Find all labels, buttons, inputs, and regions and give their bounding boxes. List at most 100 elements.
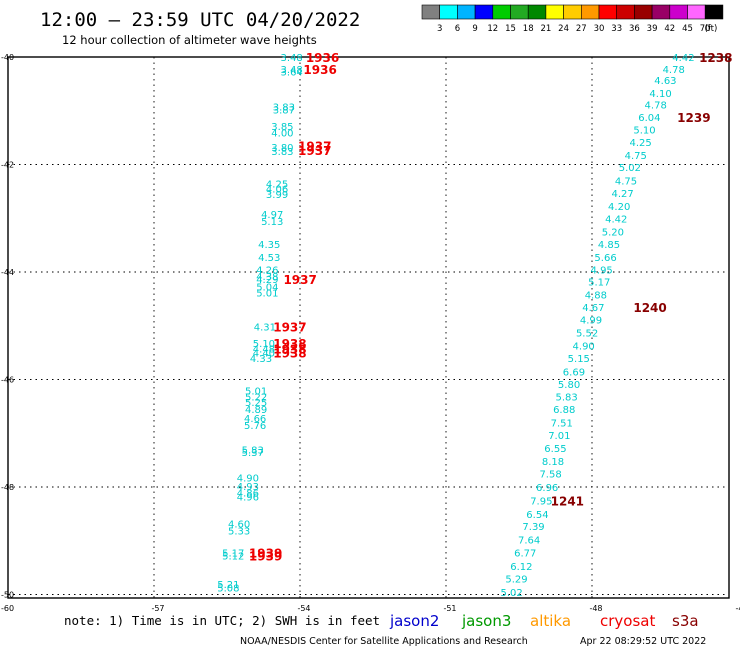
pass-time-label: 1937	[298, 140, 331, 154]
colorbar-swatch	[527, 4, 547, 20]
colorbar-swatch	[439, 4, 458, 20]
plot-grid	[8, 57, 729, 598]
swh-value: 4.78	[663, 65, 685, 76]
swh-value: 4.88	[585, 291, 607, 302]
swh-value: 4.20	[608, 202, 630, 213]
swh-value: 4.33	[250, 354, 272, 365]
swh-value: 4.86	[237, 488, 259, 499]
swh-value: 3.87	[273, 106, 295, 117]
swh-value: 6.55	[544, 444, 566, 455]
colorbar-swatch	[651, 4, 671, 20]
pass-time-label: 1937	[283, 273, 316, 287]
swh-value: 6.04	[638, 113, 660, 124]
colorbar-swatch	[510, 4, 529, 20]
swh-value: 5.76	[244, 421, 266, 432]
swh-value: 5.02	[619, 163, 641, 174]
pass-time-label: 1939	[249, 549, 282, 563]
colorbar-swatch	[687, 4, 706, 20]
colorbar-label: 24	[558, 24, 569, 34]
swh-value: 5.21	[217, 580, 239, 591]
swh-value: 4.48	[253, 344, 275, 355]
swh-value: 4.66	[244, 414, 266, 425]
colorbar-swatch	[421, 4, 441, 20]
swh-value: 7.64	[518, 536, 540, 547]
swh-value: 4.06	[266, 185, 288, 196]
swh-value: 7.51	[551, 419, 573, 430]
swh-value: 5.37	[242, 448, 264, 459]
swh-value: 3.64	[281, 68, 303, 79]
swh-value: 5.08	[217, 584, 239, 595]
chart-title: 12:00 — 23:59 UTC 04/20/2022	[40, 9, 360, 31]
colorbar-label: 70	[700, 24, 711, 34]
swh-value: 4.27	[611, 189, 633, 200]
swh-value: 5.04	[256, 283, 278, 294]
footer-credit: NOAA/NESDIS Center for Satellite Applica…	[240, 636, 528, 647]
swh-value: 5.17	[222, 549, 244, 560]
swh-value: 5.01	[245, 386, 267, 397]
swh-value: 4.90	[573, 342, 595, 353]
colorbar-swatch	[634, 4, 653, 20]
y-tick-label: -46	[1, 376, 14, 385]
swh-value: 5.29	[505, 574, 527, 585]
pass-time-label: 1937	[273, 320, 306, 334]
swh-value: 6.69	[563, 367, 585, 378]
colorbar-swatch	[457, 4, 476, 20]
pass-time-label: 1939	[249, 547, 282, 561]
swh-value: 6.88	[553, 405, 575, 416]
color-scale-bar: 3 6 9 12 15 18 21 24 27 30 33 36 39 42 45 70(ft)	[421, 4, 724, 34]
pass-time-label: 1938	[273, 342, 306, 356]
y-tick-label: -42	[1, 161, 14, 170]
legend-cryosat: cryosat	[600, 612, 655, 630]
swh-value: 4.25	[629, 138, 651, 149]
footer-note: note: 1) Time is in UTC; 2) SWH is in fe…	[64, 613, 380, 628]
swh-value: 3.83	[273, 102, 295, 113]
swh-value: 6.54	[526, 510, 548, 521]
y-tick-label: -40	[1, 53, 14, 62]
altimeter-tracks: 3.483.483.643.833.873.854.003.803.834.25…	[217, 51, 732, 599]
swh-value: 4.00	[271, 128, 293, 139]
pass-time-label: 1936	[306, 51, 339, 65]
swh-value: 4.42	[605, 214, 627, 225]
plot-frame	[7, 56, 730, 599]
colorbar-label: 18	[523, 24, 534, 34]
colorbar-label: 9	[472, 24, 477, 34]
swh-value: 3.85	[271, 122, 293, 133]
colorbar-label: 6	[455, 24, 460, 34]
swh-value: 5.20	[602, 228, 624, 239]
colorbar-swatch	[669, 4, 688, 20]
swh-value: 4.90	[237, 473, 259, 484]
swh-value: 5.80	[558, 380, 580, 391]
x-tick-label: -48	[589, 604, 602, 613]
colorbar-label: 30	[594, 24, 605, 34]
swh-value: 4.31	[254, 322, 276, 333]
colorbar-label: 36	[629, 24, 640, 34]
legend-jason3: jason3	[461, 612, 511, 630]
swh-value: 4.95	[591, 265, 613, 276]
swh-value: 8.18	[542, 457, 564, 468]
colorbar-label: 42	[664, 24, 675, 34]
pass-time-label: 1240	[633, 301, 666, 315]
swh-value: 5.13	[261, 217, 283, 228]
swh-value: 3.99	[266, 190, 288, 201]
corner-tick-label: -60	[1, 604, 14, 613]
colorbar-swatch	[580, 4, 600, 20]
swh-value: 4.42	[672, 53, 694, 64]
colorbar-unit: (ft)	[704, 24, 717, 34]
swh-value: 7.95	[530, 496, 552, 507]
swh-value: 4.25	[266, 179, 288, 190]
swh-value: 4.96	[237, 493, 259, 504]
colorbar-label: 33	[611, 24, 622, 34]
pass-time-label: 1239	[677, 111, 710, 125]
pass-time-label: 1938	[273, 337, 306, 351]
colorbar-swatch	[563, 4, 582, 20]
swh-value: 6.12	[510, 562, 532, 573]
swh-value: 5.83	[242, 445, 264, 456]
colorbar-label: 39	[647, 24, 658, 34]
track-cryosat: 3.483.483.643.833.873.854.003.803.834.25…	[217, 51, 339, 595]
swh-value: 4.38	[256, 272, 278, 283]
swh-value: 7.58	[539, 470, 561, 481]
colorbar-swatch	[492, 4, 511, 20]
swh-value: 5.25	[245, 398, 267, 409]
swh-value: 5.02	[501, 588, 523, 599]
